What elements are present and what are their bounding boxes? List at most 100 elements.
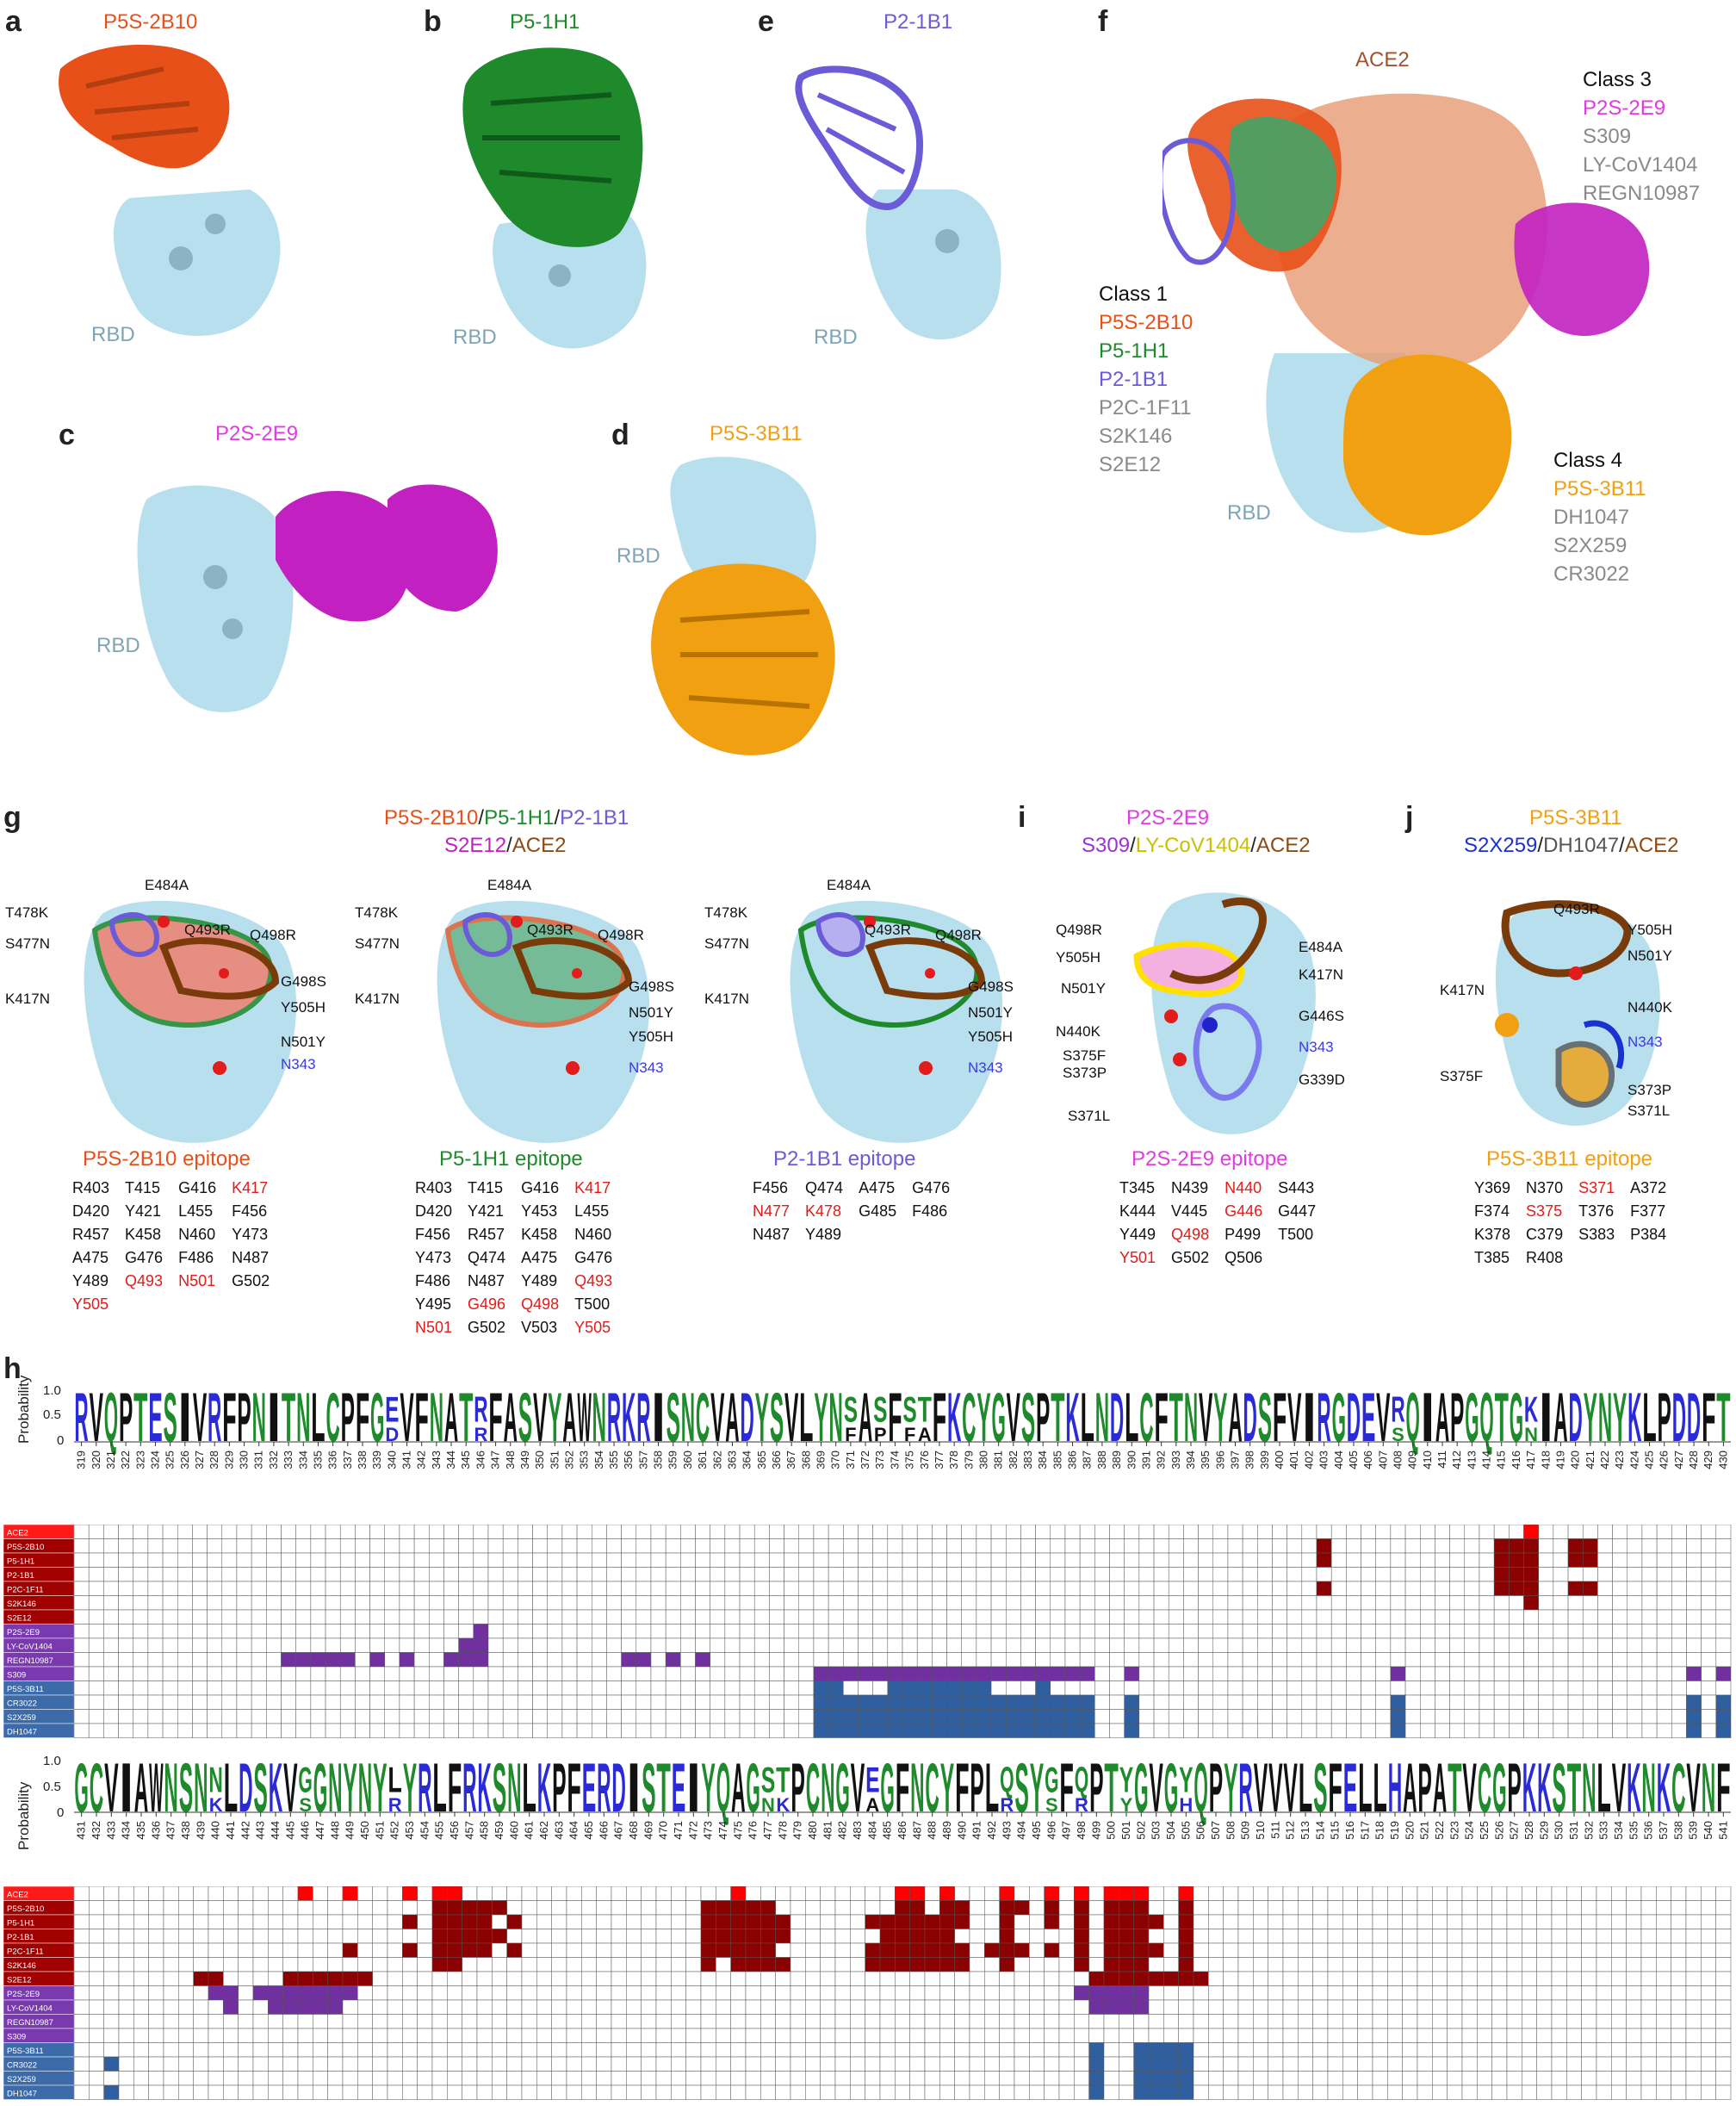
- heatmap-cell: [1020, 1581, 1036, 1596]
- heatmap-cell: [536, 1985, 552, 2001]
- heatmap-cell: [1079, 1709, 1095, 1724]
- heatmap-cell: [1701, 2056, 1716, 2072]
- heatmap-cell: [118, 2056, 134, 2072]
- heatmap-cell: [700, 1957, 716, 1972]
- heatmap-cell: [1298, 1985, 1313, 2001]
- heatmap-cell: [1435, 1652, 1450, 1668]
- heatmap-cell: [695, 1652, 710, 1668]
- heatmap-cell: [924, 1971, 940, 1986]
- heatmap-cell: [551, 1957, 567, 1972]
- heatmap-cell: [443, 1723, 459, 1738]
- heatmap-cell: [1581, 1985, 1597, 2001]
- heatmap-cell: [1257, 1652, 1273, 1668]
- heatmap-cell: [1686, 1723, 1702, 1738]
- heatmap-cell: [1596, 2084, 1612, 2100]
- heatmap-cell: [999, 2071, 1015, 2086]
- heatmap-cell: [1372, 2028, 1388, 2043]
- heatmap-cell: [313, 1957, 328, 1972]
- heatmap-cell: [413, 1567, 430, 1582]
- heatmap-cell: [89, 2028, 104, 2043]
- heatmap-cell: [695, 1525, 710, 1539]
- heatmap-cell: [1119, 1900, 1134, 1916]
- heatmap-cell: [1257, 1694, 1273, 1710]
- heatmap-cell: [1074, 1914, 1089, 1929]
- heatmap-cell: [208, 2084, 224, 2100]
- heatmap-cell: [872, 1709, 889, 1724]
- heatmap-cell: [576, 1666, 592, 1681]
- heatmap-cell: [1656, 2042, 1671, 2058]
- logo-residue: P: [790, 1759, 804, 1827]
- heatmap-cell: [281, 1694, 296, 1710]
- heatmap-cell: [1227, 1666, 1243, 1681]
- heatmap-cell: [402, 2014, 418, 2029]
- epitope-residue: N487: [468, 1272, 505, 1289]
- heatmap-cell: [1566, 1957, 1582, 1972]
- heatmap-cell: [1626, 2071, 1642, 2086]
- heatmap-cell: [730, 1999, 747, 2015]
- heatmap-cell: [192, 1525, 208, 1539]
- heatmap-cell: [1109, 1595, 1125, 1611]
- heatmap-cell: [221, 1694, 238, 1710]
- heatmap-cell: [417, 2042, 433, 2058]
- heatmap-cell: [753, 1694, 770, 1710]
- heatmap-cell: [297, 2028, 313, 2043]
- logo-position-label: 404: [1332, 1451, 1345, 1469]
- heatmap-cell: [621, 1637, 637, 1653]
- heatmap-cell: [1447, 2056, 1463, 2072]
- heatmap-cell: [1124, 1581, 1140, 1596]
- heatmap-cell: [1109, 1525, 1125, 1539]
- logo-residue: I: [1539, 1388, 1553, 1457]
- heatmap-cell: [1193, 1971, 1209, 1986]
- logo-residue: V: [1007, 1388, 1020, 1457]
- logo-position-label: 349: [518, 1451, 531, 1469]
- heatmap-cell: [357, 1971, 373, 1986]
- heatmap-cell: [576, 1694, 592, 1710]
- heatmap-cell: [532, 1538, 548, 1554]
- heatmap-cell: [961, 1709, 977, 1724]
- heatmap-cell: [192, 1637, 208, 1653]
- heatmap-cell: [1417, 2028, 1433, 2043]
- logo-residue: C: [962, 1388, 976, 1457]
- heatmap-cell: [1387, 1999, 1403, 2015]
- heatmap-cell: [1242, 1525, 1258, 1539]
- heatmap-cell: [443, 1637, 459, 1653]
- heatmap-cell: [1387, 1971, 1403, 1986]
- logo-position-label: 410: [1421, 1451, 1434, 1469]
- heatmap-cell: [1641, 1637, 1658, 1653]
- heatmap-cell: [251, 1652, 267, 1668]
- panel-f-ace2-label: ACE2: [1355, 48, 1410, 71]
- logo-residue-variant: F: [904, 1424, 915, 1445]
- heatmap-cell: [999, 2084, 1015, 2100]
- heatmap-cell: [566, 1886, 582, 1901]
- heatmap-cell: [447, 1999, 462, 2015]
- heatmap-cell: [596, 1942, 612, 1958]
- heatmap-cell: [1298, 2042, 1313, 2058]
- heatmap-cell: [487, 1652, 504, 1668]
- heatmap-cell: [606, 1567, 622, 1582]
- heatmap-cell: [946, 1538, 962, 1554]
- epitope-residue: F377: [1630, 1202, 1666, 1220]
- logo-position-label: 504: [1164, 1821, 1177, 1840]
- heatmap-cell: [665, 1567, 681, 1582]
- logo-residue-variant: R: [474, 1424, 487, 1445]
- heatmap-cell: [969, 1914, 985, 1929]
- heatmap-cell: [753, 1666, 770, 1681]
- heatmap-cell: [798, 1581, 815, 1596]
- heatmap-cell: [887, 1581, 903, 1596]
- heatmap-cell: [1316, 1709, 1332, 1724]
- heatmap-cell: [1109, 1567, 1125, 1582]
- heatmap-cell: [1253, 1957, 1268, 1972]
- heatmap-cell: [1612, 1694, 1628, 1710]
- heatmap-cell: [1375, 1666, 1392, 1681]
- heatmap-cell: [1536, 1942, 1553, 1958]
- heatmap-cell: [990, 1666, 1007, 1681]
- heatmap-cell: [843, 1680, 859, 1696]
- heatmap-cell: [1342, 2014, 1358, 2029]
- heatmap-cell: [596, 1999, 612, 2015]
- heatmap-cell: [954, 1999, 970, 2015]
- heatmap-cell: [413, 1552, 430, 1568]
- heatmap-cell: [1417, 2084, 1433, 2100]
- heatmap-cell: [1257, 1609, 1273, 1625]
- heatmap-cell: [739, 1552, 755, 1568]
- heatmap-cell: [325, 1609, 341, 1625]
